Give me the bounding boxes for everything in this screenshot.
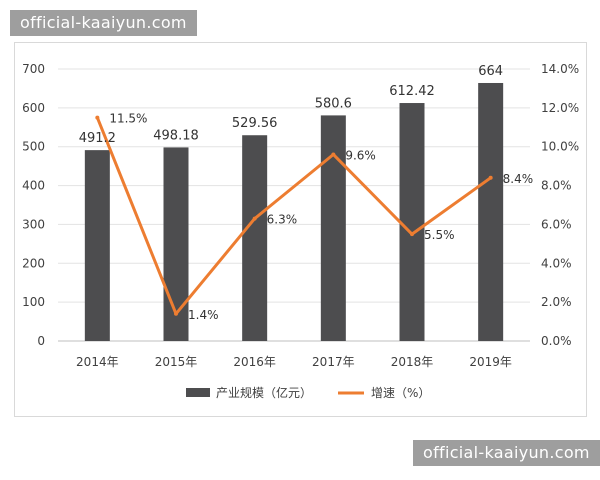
growth-value-label: 6.3% <box>267 213 298 227</box>
growth-line <box>95 117 492 316</box>
bar <box>163 147 189 341</box>
watermark-top: official-kaaiyun.com <box>10 10 197 36</box>
growth-value-label: 8.4% <box>503 172 533 186</box>
growth-point <box>488 175 493 180</box>
growth-value-label: 9.6% <box>345 148 376 162</box>
growth-value-label: 5.5% <box>424 228 455 242</box>
growth-point <box>331 152 336 157</box>
x-category-label: 2019年 <box>469 355 512 369</box>
y-left-tick-label: 0 <box>37 334 45 348</box>
growth-point <box>252 216 257 221</box>
x-category-label: 2018年 <box>391 355 434 369</box>
x-category-label: 2014年 <box>76 355 119 369</box>
legend-label-line: 增速（%） <box>371 386 430 400</box>
y-left-tick-label: 200 <box>22 256 45 270</box>
bar-value-label: 580.6 <box>315 96 352 111</box>
y-right-tick-label: 0.0% <box>541 334 572 348</box>
x-category-label: 2016年 <box>233 355 276 369</box>
y-left-tick-label: 300 <box>22 217 45 231</box>
bar-value-label: 664 <box>478 64 503 79</box>
y-left-tick-label: 600 <box>22 101 45 115</box>
bar <box>320 115 346 341</box>
axes: 0 100 200 300 400 500 600 700 0.0% 2.0% 4.0% 6.0% 8.… <box>22 62 579 369</box>
y-right-tick-label: 6.0% <box>541 217 572 231</box>
watermark-bottom: official-kaaiyun.com <box>413 440 600 466</box>
growth-value-label: 1.4% <box>188 308 219 322</box>
bar-series <box>84 82 504 341</box>
legend-swatch-bar <box>186 388 210 397</box>
y-left-tick-label: 500 <box>22 140 45 154</box>
legend: 产业规模（亿元） 增速（%） <box>186 385 430 400</box>
y-left-tick-label: 700 <box>22 62 45 76</box>
line-series <box>95 115 493 316</box>
bar <box>478 82 504 341</box>
bar-value-label: 529.56 <box>232 116 278 131</box>
growth-point <box>410 232 414 237</box>
y-right-tick-label: 2.0% <box>541 295 572 309</box>
bar-value-label: 612.42 <box>389 84 435 99</box>
y-right-tick-label: 4.0% <box>541 256 572 270</box>
y-left-tick-label: 100 <box>22 295 45 309</box>
bar-value-label: 498.18 <box>153 128 199 143</box>
legend-label-bar: 产业规模（亿元） <box>216 385 312 400</box>
growth-point <box>174 311 178 316</box>
growth-value-label: 11.5% <box>109 112 147 126</box>
bar <box>399 103 425 341</box>
bar <box>242 135 268 341</box>
x-category-label: 2015年 <box>155 355 198 369</box>
y-right-tick-label: 10.0% <box>541 140 579 154</box>
x-category-label: 2017年 <box>312 355 355 369</box>
growth-point <box>95 115 100 120</box>
y-right-tick-label: 12.0% <box>541 101 579 115</box>
grid-lines <box>58 68 530 342</box>
bar-value-label: 491.2 <box>79 131 116 146</box>
y-right-tick-label: 14.0% <box>541 62 579 76</box>
bar <box>84 150 110 341</box>
y-right-tick-label: 8.0% <box>541 179 572 193</box>
data-labels: 491.2 498.18 529.56 580.6 612.42 664 11.5% 1.4%… <box>79 64 533 322</box>
y-left-tick-label: 400 <box>22 179 45 193</box>
